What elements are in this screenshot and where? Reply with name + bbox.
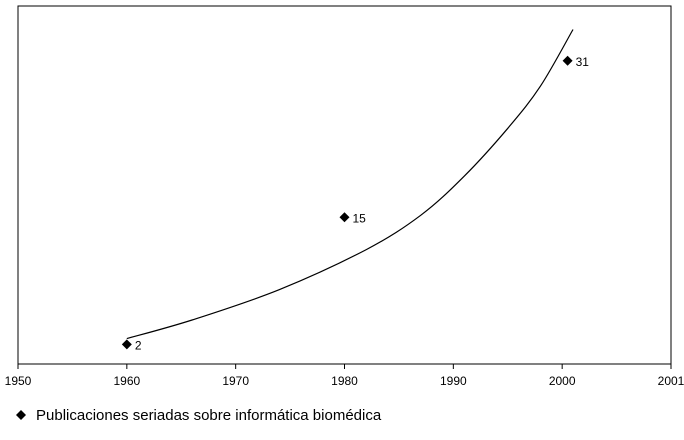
legend-diamond-marker-icon xyxy=(16,410,26,420)
x-axis-ticks: 1950 1960 1970 1980 1990 2000 2001 xyxy=(5,364,684,388)
data-label: 15 xyxy=(353,211,367,225)
chart: 1950 1960 1970 1980 1990 2000 2001 2 15 31 xyxy=(5,5,684,388)
data-point-diamond xyxy=(121,339,132,350)
x-tick-label: 1960 xyxy=(113,374,140,388)
x-tick-label: 2000 xyxy=(549,374,576,388)
x-tick-label: 1980 xyxy=(331,374,358,388)
legend: Publicaciones seriadas sobre informática… xyxy=(14,400,381,430)
x-tick-label: 1970 xyxy=(222,374,249,388)
x-tick-label: 1950 xyxy=(5,374,32,388)
data-point-diamond xyxy=(339,212,350,223)
x-tick-label: 2001 xyxy=(658,374,684,388)
data-label: 2 xyxy=(135,338,142,352)
data-points: 2 15 31 xyxy=(121,55,590,352)
trend-line xyxy=(126,29,574,340)
legend-label: Publicaciones seriadas sobre informática… xyxy=(36,406,382,424)
plot-area-frame xyxy=(17,5,672,365)
data-label: 31 xyxy=(576,55,590,69)
data-point-diamond xyxy=(562,55,573,66)
x-tick-label: 1990 xyxy=(440,374,467,388)
